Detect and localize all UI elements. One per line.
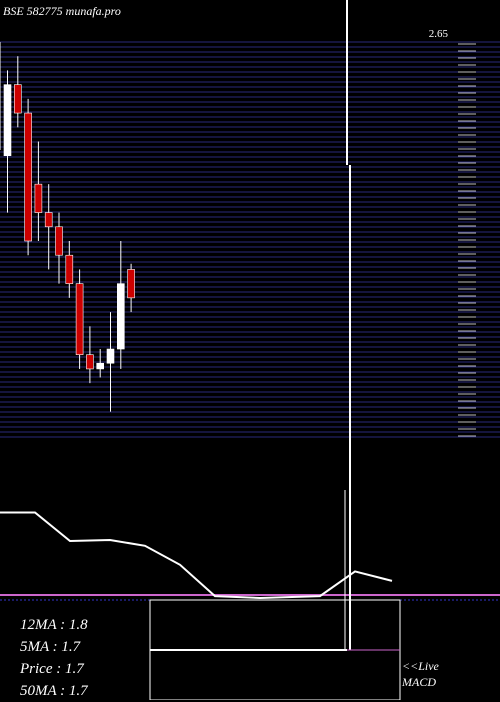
candle-up bbox=[96, 362, 104, 370]
macd-line bbox=[0, 511, 393, 600]
candle-down bbox=[44, 212, 53, 228]
price-tick-marks bbox=[458, 43, 476, 437]
candle-down bbox=[75, 283, 84, 356]
ma5-label: 5MA : 1.7 bbox=[20, 639, 81, 655]
candle-up bbox=[3, 84, 12, 157]
price-label: Price : 1.7 bbox=[20, 661, 84, 677]
candle-down bbox=[127, 269, 135, 299]
candle-series bbox=[3, 56, 135, 412]
candle-down bbox=[34, 183, 43, 213]
candle-up bbox=[117, 283, 125, 350]
candle-down bbox=[65, 254, 74, 284]
chart-frame bbox=[0, 0, 401, 700]
live-label: <<Live bbox=[402, 659, 439, 673]
candle-down bbox=[55, 226, 63, 256]
live-macd-link[interactable]: <<Live MACD bbox=[402, 658, 439, 690]
moving-average-box: 12MA : 1.8 5MA : 1.7 Price : 1.7 50MA : … bbox=[20, 614, 88, 702]
top-price-label: 2.65 bbox=[428, 28, 448, 40]
candle-up bbox=[106, 348, 115, 364]
candle-down bbox=[24, 112, 32, 242]
macd-label: MACD bbox=[402, 675, 436, 689]
candle-down bbox=[14, 84, 22, 114]
candle-down bbox=[86, 354, 94, 370]
ma50-label: 50MA : 1.7 bbox=[20, 683, 88, 699]
ma12-label: 12MA : 1.8 bbox=[20, 617, 88, 633]
chart-title: BSE 582775 munafa.pro bbox=[3, 4, 121, 18]
